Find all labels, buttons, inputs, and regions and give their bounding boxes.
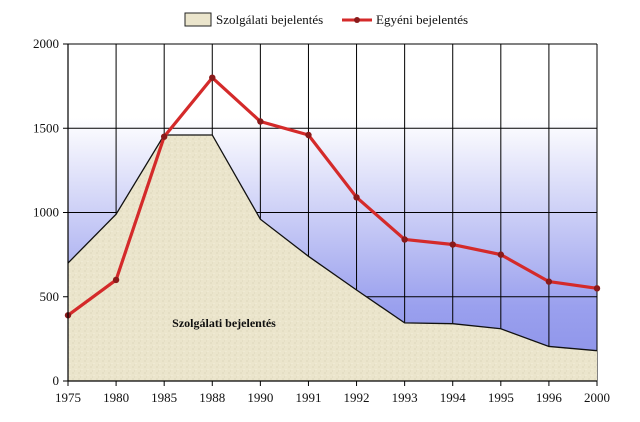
x-tick-label: 1985 [151,390,177,405]
x-tick-label: 1975 [55,390,81,405]
y-tick-label: 1500 [33,120,59,135]
x-tick-label: 1988 [199,390,225,405]
x-tick-label: 2000 [584,390,610,405]
x-axis: 1975 1980 1985 1988 1990 1991 1992 1993 1994 1995… [55,380,610,405]
legend-line-label: Egyéni bejelentés [376,12,468,27]
legend: Szolgálati bejelentés Egyéni bejelentés [184,12,468,27]
line-point [257,118,264,125]
area-annotation: Szolgálati bejelentés [172,316,276,330]
line-point [449,241,456,248]
x-tick-label: 1991 [295,390,321,405]
line-point [497,251,505,258]
x-tick-label: 1994 [440,390,467,405]
x-tick-label: 1995 [488,390,514,405]
plot-area: Szolgálati bejelentés [64,43,601,382]
x-tick-label: 1993 [392,390,418,405]
y-axis: 0 500 1000 1500 2000 [33,36,69,388]
x-tick-label: 1980 [103,390,129,405]
area-series-fill [68,134,597,381]
line-point [160,133,168,140]
line-point [209,74,216,81]
line-point [545,278,553,285]
area-series-edge [67,134,598,352]
legend-line-marker [354,17,360,23]
y-tick-label: 500 [40,289,60,304]
x-tick-label: 1996 [536,390,563,405]
line-point [305,131,312,139]
line-point [401,236,408,243]
line-series [67,76,598,317]
y-tick-label: 2000 [33,36,59,51]
legend-area-label: Szolgálati bejelentés [216,12,323,27]
line-point [593,285,601,292]
y-tick-label: 1000 [33,205,59,220]
line-point [112,276,120,284]
y-tick-label: 0 [53,373,60,388]
x-tick-label: 1992 [344,390,370,405]
x-tick-label: 1990 [247,390,273,405]
line-point [353,194,360,201]
legend-area-swatch [184,12,212,27]
